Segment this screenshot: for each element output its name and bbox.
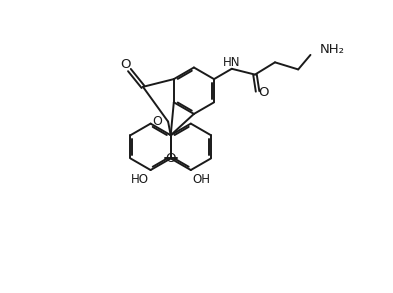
Text: OH: OH [193, 173, 210, 186]
Text: O: O [120, 58, 130, 71]
Text: HO: HO [131, 173, 149, 186]
Text: O: O [152, 115, 162, 128]
Text: O: O [165, 152, 176, 165]
Text: O: O [258, 86, 268, 99]
Text: HN: HN [223, 57, 241, 69]
Text: NH₂: NH₂ [320, 42, 345, 56]
